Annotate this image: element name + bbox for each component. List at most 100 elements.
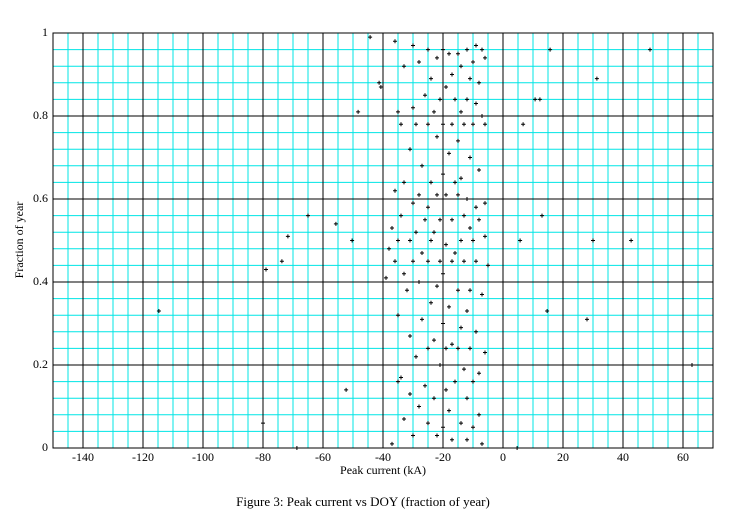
point <box>474 259 478 264</box>
point <box>465 197 469 201</box>
plot-frame <box>52 32 714 449</box>
point <box>432 109 436 114</box>
point <box>465 309 469 314</box>
point <box>483 350 487 355</box>
point <box>450 122 454 127</box>
point <box>402 180 406 185</box>
y-tick-label: 0.4 <box>33 274 48 288</box>
point <box>411 259 415 264</box>
point <box>585 317 589 322</box>
point <box>405 288 409 293</box>
point <box>384 275 388 280</box>
x-tick-label: -20 <box>435 450 451 464</box>
point <box>471 238 475 243</box>
x-tick-label: 20 <box>557 450 569 464</box>
point <box>393 39 397 44</box>
point <box>483 55 487 60</box>
point <box>423 217 427 222</box>
point <box>402 416 406 421</box>
point <box>456 192 460 197</box>
point <box>306 213 310 218</box>
point <box>402 271 406 276</box>
x-tick-label: 40 <box>617 450 629 464</box>
point <box>426 259 430 264</box>
point <box>426 346 430 351</box>
point <box>468 155 472 160</box>
point <box>426 205 430 210</box>
point <box>474 329 478 334</box>
point <box>420 163 424 168</box>
point <box>456 51 460 56</box>
point <box>414 354 418 359</box>
x-tick-label: -120 <box>132 450 154 464</box>
point <box>456 288 460 293</box>
point <box>429 238 433 243</box>
point <box>474 43 478 48</box>
point <box>468 226 472 231</box>
point <box>264 267 268 272</box>
y-tick-label: 0 <box>42 440 48 454</box>
point <box>356 109 361 114</box>
point <box>594 76 599 81</box>
point <box>468 76 472 81</box>
point <box>471 122 475 127</box>
point <box>438 217 442 222</box>
point <box>420 250 424 255</box>
point <box>471 425 475 430</box>
point <box>447 304 451 309</box>
point <box>518 238 523 243</box>
point <box>420 317 424 322</box>
point <box>402 64 406 69</box>
point <box>447 151 451 156</box>
x-tick-label: 0 <box>500 450 506 464</box>
point <box>441 321 445 326</box>
point <box>390 441 394 446</box>
point <box>521 122 526 127</box>
point <box>462 367 466 372</box>
point <box>411 43 415 48</box>
point <box>462 259 466 264</box>
point <box>417 60 421 65</box>
point <box>411 105 415 110</box>
point <box>429 300 433 305</box>
point <box>486 263 490 268</box>
point <box>450 259 454 264</box>
point <box>477 167 481 172</box>
point <box>429 76 433 81</box>
y-tick-label: 1 <box>42 25 48 39</box>
point <box>399 375 403 380</box>
point <box>423 383 427 388</box>
point <box>350 238 355 243</box>
point <box>537 97 542 102</box>
x-tick-label: 60 <box>677 450 689 464</box>
point <box>468 346 472 351</box>
point <box>465 47 469 52</box>
point <box>417 404 421 409</box>
point <box>447 408 451 413</box>
point <box>417 280 421 284</box>
x-tick-label: -100 <box>192 450 214 464</box>
point <box>414 230 418 235</box>
point <box>540 213 544 218</box>
point <box>459 325 463 330</box>
point <box>480 441 484 446</box>
point <box>390 226 394 231</box>
point <box>279 259 284 264</box>
y-tick-label: 0.6 <box>33 191 48 205</box>
x-tick-label: -140 <box>72 450 94 464</box>
point <box>480 114 484 118</box>
point <box>690 363 694 367</box>
point <box>483 234 487 239</box>
point <box>444 84 448 89</box>
point <box>294 446 299 450</box>
point <box>480 292 484 297</box>
x-tick-label: -80 <box>255 450 271 464</box>
point <box>441 271 445 276</box>
point <box>483 122 487 127</box>
point <box>432 230 436 235</box>
point <box>368 35 373 40</box>
point <box>453 250 457 255</box>
point <box>396 109 400 114</box>
y-tick-label: 0.8 <box>33 108 48 122</box>
